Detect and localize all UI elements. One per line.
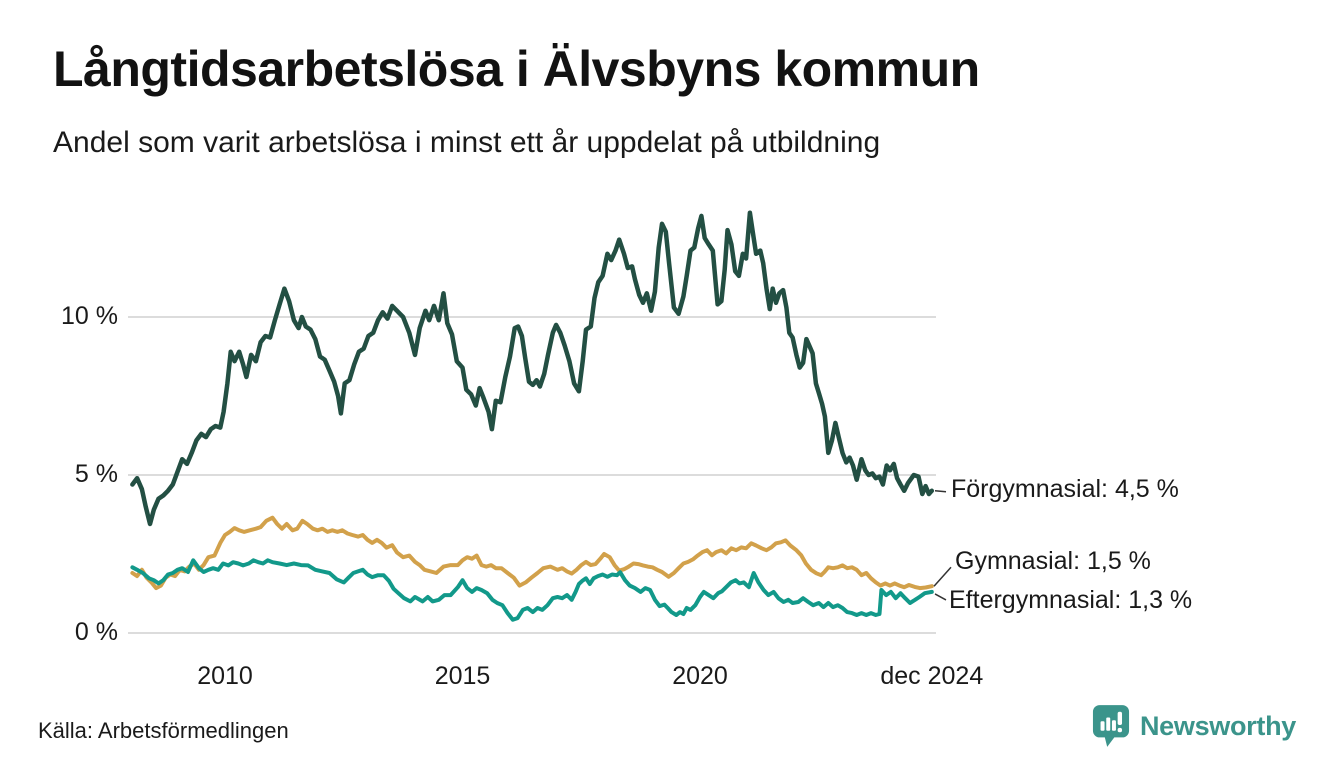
x-axis-tick-2015: 2015	[434, 662, 491, 690]
series-label-förgymnasial: Förgymnasial: 4,5 %	[951, 474, 1179, 503]
source-note: Källa: Arbetsförmedlingen	[38, 718, 289, 743]
newsworthy-wordmark: Newsworthy	[1139, 710, 1296, 741]
series-label-eftergymnasial: Eftergymnasial: 1,3 %	[949, 585, 1193, 614]
page-title: Långtidsarbetslösa i Älvsbyns kommun	[53, 41, 980, 97]
annotation-leader-eftergymnasial	[934, 593, 947, 601]
newsworthy-logo-icon	[1092, 704, 1130, 748]
x-axis-tick-2020: 2020	[672, 662, 728, 690]
series-line-gymnasial	[130, 515, 934, 591]
x-axis-tick-2010: 2010	[197, 662, 253, 690]
newsworthy-brand-lockup[interactable]: Newsworthy	[1092, 704, 1296, 748]
series-line-eftergymnasial	[130, 558, 934, 622]
y-axis-tick-0: 0 %	[74, 618, 118, 646]
x-axis-tick-dec-2024: dec 2024	[880, 662, 984, 690]
y-axis-tick-5: 5 %	[74, 460, 118, 488]
series-label-gymnasial: Gymnasial: 1,5 %	[955, 547, 1151, 576]
annotation-leader-gymnasial	[933, 566, 952, 587]
annotation-leader-förgymnasial	[934, 490, 947, 493]
page-subtitle: Andel som varit arbetslösa i minst ett å…	[53, 126, 881, 159]
series-line-förgymnasial	[130, 210, 935, 527]
y-axis-tick-10: 10 %	[61, 302, 118, 330]
